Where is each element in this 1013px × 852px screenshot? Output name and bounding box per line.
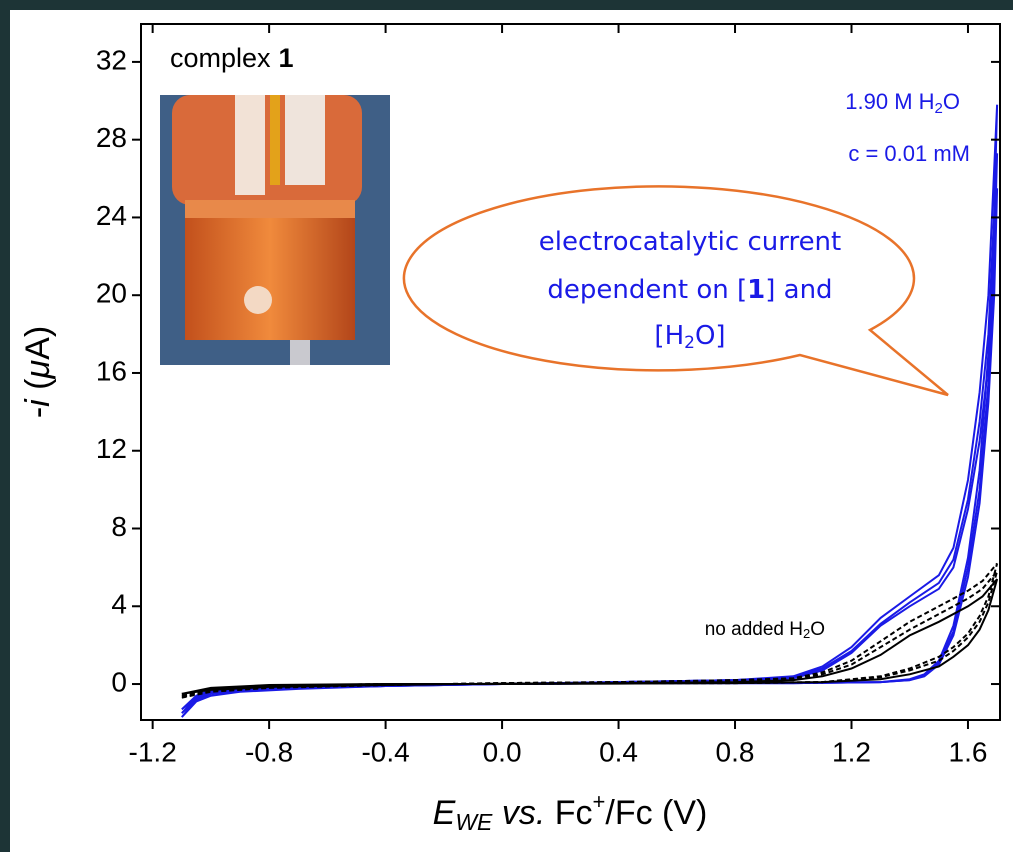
y-tick-label: 16	[96, 355, 127, 386]
inset-photo	[160, 95, 390, 365]
page: complex1 1.90 M H2O c = 0.01 mM no added…	[0, 0, 1013, 852]
y-tick-label: 8	[111, 511, 127, 542]
y-tick-label: 32	[96, 44, 127, 75]
x-tick-label: 1.2	[832, 736, 871, 767]
x-tick-label: 1.6	[949, 736, 988, 767]
y-tick-label: 28	[96, 122, 127, 153]
x-tick-label: -0.8	[245, 736, 293, 767]
y-tick-label: 24	[96, 200, 127, 231]
x-tick-label: 0.4	[599, 736, 638, 767]
water-label: 1.90 M H2O	[845, 89, 960, 117]
x-tick-label: 0.8	[716, 736, 755, 767]
y-tick-label: 20	[96, 278, 127, 309]
x-tick-label: 0.0	[483, 736, 522, 767]
concentration-label: c = 0.01 mM	[848, 141, 970, 166]
y-tick-label: 4	[111, 589, 127, 620]
callout-line: dependent on [1] and	[547, 275, 832, 305]
y-axis-title: -i (μA)	[19, 326, 57, 418]
chart: complex1 1.90 M H2O c = 0.01 mM no added…	[0, 0, 1013, 852]
y-tick-label: 12	[96, 433, 127, 464]
y-tick-label: 0	[111, 666, 127, 697]
callout-line: electrocatalytic current	[539, 227, 841, 257]
x-tick-label: -1.2	[129, 736, 177, 767]
x-tick-label: -0.4	[361, 736, 409, 767]
